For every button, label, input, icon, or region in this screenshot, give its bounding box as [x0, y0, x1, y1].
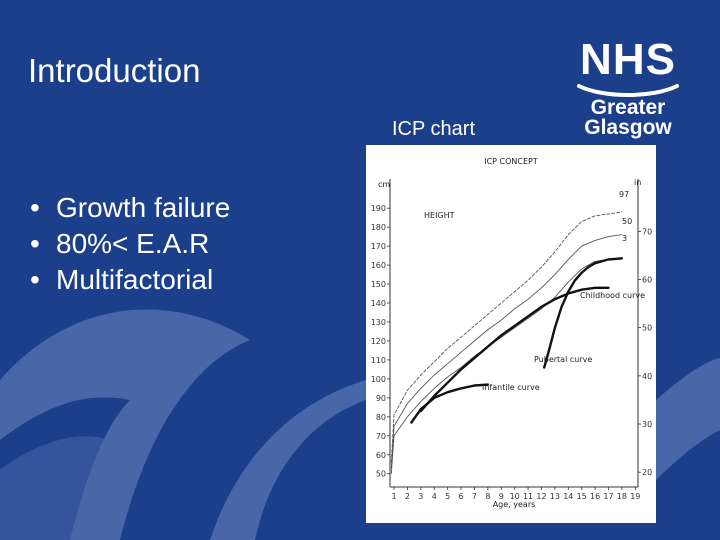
y2-tick-label: 70 — [642, 227, 652, 236]
y-tick-label: 70 — [376, 432, 386, 441]
x-tick-label: 9 — [499, 492, 504, 501]
y-tick-label: 110 — [371, 356, 386, 365]
y-tick-label: 120 — [371, 337, 386, 346]
y-tick-label: 170 — [371, 242, 386, 251]
bullet-item: Multifactorial — [30, 262, 230, 298]
y-tick-label: 80 — [376, 413, 386, 422]
nhs-logo-line1: Greater — [590, 96, 666, 119]
x-tick-label: 15 — [577, 492, 587, 501]
50-line — [390, 234, 623, 469]
nhs-logo-line2: Glasgow — [584, 116, 672, 139]
chart-title: ICP CONCEPT — [484, 157, 538, 166]
y-tick-label: 100 — [371, 375, 386, 384]
y-tick-label: 190 — [371, 204, 386, 213]
x-tick-label: 5 — [445, 492, 450, 501]
x-tick-label: 6 — [459, 492, 464, 501]
y2-axis-unit-label: in — [634, 178, 641, 187]
annotation-infantile-curve: Infantile curve — [482, 383, 540, 392]
bullet-list: Growth failure 80%< E.A.R Multifactorial — [30, 190, 230, 298]
x-tick-label: 11 — [523, 492, 533, 501]
annotation-p50: 50 — [622, 217, 632, 226]
x-tick-label: 12 — [536, 492, 546, 501]
icp-chart: 5060708090100110120130140150160170180190… — [371, 157, 652, 509]
y-tick-label: 50 — [376, 470, 386, 479]
x-axis-label: Age, years — [493, 500, 536, 509]
x-tick-label: 13 — [550, 492, 560, 501]
x-tick-label: 7 — [472, 492, 477, 501]
x-tick-label: 16 — [590, 492, 600, 501]
pubertal-curve-line — [543, 257, 624, 369]
bullet-item: Growth failure — [30, 190, 230, 226]
x-tick-label: 10 — [510, 492, 520, 501]
x-tick-label: 18 — [617, 492, 627, 501]
y2-tick-label: 20 — [642, 468, 652, 477]
x-tick-label: 14 — [563, 492, 573, 501]
y2-tick-label: 30 — [642, 420, 652, 429]
y-tick-label: 140 — [371, 299, 386, 308]
y-tick-label: 160 — [371, 261, 386, 270]
x-tick-label: 1 — [391, 492, 396, 501]
y2-tick-label: 60 — [642, 275, 652, 284]
nhs-logo-mark: NHS — [580, 35, 676, 84]
x-tick-label: 8 — [485, 492, 490, 501]
x-tick-label: 3 — [418, 492, 423, 501]
chart-labels: ICP CONCEPT cm in Age, years HEIGHT Infantile… — [378, 157, 645, 509]
x-tick-label: 17 — [603, 492, 613, 501]
x-tick-label: 2 — [405, 492, 410, 501]
annotation-pubertal-curve: Pubertal curve — [534, 355, 592, 364]
97-line — [390, 211, 623, 463]
chart-caption: ICP chart — [392, 118, 475, 140]
y2-tick-label: 50 — [642, 324, 652, 333]
y-tick-label: 150 — [371, 280, 386, 289]
infantile-curve-line — [410, 383, 490, 424]
annotation-height: HEIGHT — [424, 211, 455, 220]
y-tick-label: 130 — [371, 318, 386, 327]
y-tick-label: 180 — [371, 223, 386, 232]
x-tick-label: 4 — [432, 492, 437, 501]
y-axis-unit-label: cm — [378, 180, 390, 189]
x-tick-label: 19 — [630, 492, 640, 501]
icp-chart-panel: 50 60 70 80 90 100 110 120 130 140 150 160 170 180 190… — [366, 145, 656, 523]
chart-axes: 5060708090100110120130140150160170180190… — [371, 179, 652, 501]
annotation-childhood-curve: Childhood curve — [580, 291, 645, 300]
bullet-item: 80%< E.A.R — [30, 226, 230, 262]
3-line — [390, 257, 623, 475]
nhs-logo: NHS Greater Glasgow — [568, 38, 688, 148]
y-tick-label: 60 — [376, 451, 386, 460]
chart-series — [390, 211, 624, 475]
childhood-curve-line — [419, 286, 610, 413]
annotation-p3: 3 — [622, 234, 627, 243]
y2-tick-label: 40 — [642, 372, 652, 381]
nhs-logo-swoosh-icon — [577, 84, 679, 97]
slide-title: Introduction — [28, 52, 201, 89]
y-tick-label: 90 — [376, 394, 386, 403]
annotation-p97: 97 — [619, 190, 629, 199]
